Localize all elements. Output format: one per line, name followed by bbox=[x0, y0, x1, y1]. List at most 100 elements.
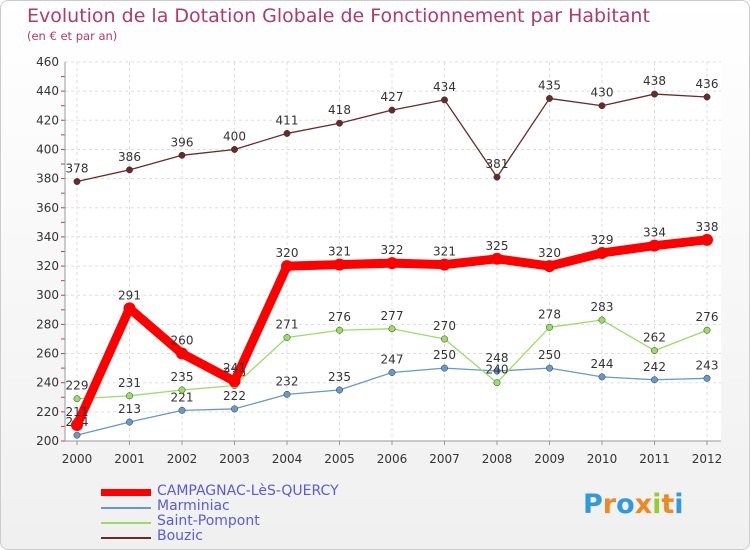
legend-swatch-saint-pompont bbox=[101, 522, 151, 524]
data-point-3 bbox=[126, 166, 133, 174]
y-tick-label: 340 bbox=[36, 230, 59, 244]
data-label-1: 232 bbox=[276, 374, 299, 388]
data-label-1: 221 bbox=[171, 390, 194, 404]
data-label-3: 418 bbox=[328, 103, 351, 117]
data-label-3: 386 bbox=[118, 150, 141, 164]
y-tick-label: 260 bbox=[36, 347, 59, 361]
data-point-3 bbox=[546, 94, 553, 102]
y-tick-label: 360 bbox=[36, 201, 59, 215]
data-label-3: 430 bbox=[591, 86, 614, 100]
data-label-2: 271 bbox=[276, 318, 299, 332]
legend-item-saint-pompont: Saint-Pompont bbox=[101, 513, 401, 530]
data-label-2: 277 bbox=[381, 309, 404, 323]
data-label-2: 276 bbox=[696, 310, 719, 324]
data-point-1 bbox=[546, 364, 553, 372]
data-label-2: 278 bbox=[538, 307, 561, 321]
data-point-0 bbox=[281, 260, 293, 273]
data-label-1: 244 bbox=[591, 357, 614, 371]
data-label-2: 229 bbox=[66, 379, 89, 393]
data-label-1: 250 bbox=[433, 348, 456, 362]
data-point-2 bbox=[493, 379, 501, 387]
data-point-3 bbox=[231, 146, 238, 153]
data-point-1 bbox=[388, 369, 396, 376]
y-tick-label: 240 bbox=[36, 376, 59, 390]
x-tick-label: 2009 bbox=[534, 452, 565, 466]
legend-item-bouzic: Bouzic bbox=[101, 528, 401, 545]
legend-label-saint-pompont: Saint-Pompont bbox=[157, 513, 260, 529]
legend-swatch-bouzic bbox=[101, 537, 151, 539]
x-tick-label: 2010 bbox=[587, 452, 618, 466]
data-label-1: 250 bbox=[538, 348, 561, 362]
data-point-3 bbox=[651, 90, 658, 98]
data-point-2 bbox=[651, 347, 658, 355]
data-label-0: 241 bbox=[223, 361, 246, 375]
data-point-0 bbox=[543, 260, 556, 273]
data-point-3 bbox=[336, 119, 343, 127]
data-point-1 bbox=[598, 373, 606, 381]
y-tick-label: 300 bbox=[36, 288, 59, 302]
y-tick-label: 440 bbox=[36, 84, 59, 98]
data-label-3: 400 bbox=[223, 129, 246, 143]
data-point-1 bbox=[651, 376, 658, 384]
data-point-0 bbox=[71, 418, 83, 431]
legend-item-marminiac: Marminiac bbox=[101, 498, 401, 515]
legend-swatch-marminiac bbox=[101, 507, 151, 509]
x-tick-label: 2003 bbox=[219, 452, 250, 466]
data-point-2 bbox=[441, 335, 448, 343]
data-label-0: 321 bbox=[328, 245, 351, 259]
legend-swatch-campagnac bbox=[101, 489, 151, 496]
x-tick-label: 2006 bbox=[377, 452, 408, 466]
data-label-1: 248 bbox=[486, 351, 509, 365]
logo-letter: r bbox=[602, 489, 617, 520]
data-point-1 bbox=[441, 364, 448, 372]
y-tick-label: 400 bbox=[36, 142, 59, 156]
logo-letter: P bbox=[583, 489, 603, 520]
x-tick-label: 2011 bbox=[639, 452, 670, 466]
data-point-2 bbox=[336, 326, 343, 334]
data-label-3: 436 bbox=[696, 77, 719, 91]
data-point-0 bbox=[596, 246, 608, 259]
data-label-2: 270 bbox=[433, 319, 456, 333]
data-point-0 bbox=[386, 257, 398, 270]
chart-title: Evolution de la Dotation Globale de Fonc… bbox=[27, 5, 650, 27]
data-label-2: 276 bbox=[328, 310, 351, 324]
data-point-0 bbox=[438, 258, 451, 271]
data-point-3 bbox=[703, 93, 711, 101]
data-point-3 bbox=[493, 173, 501, 181]
data-label-0: 291 bbox=[118, 288, 141, 302]
data-point-1 bbox=[336, 386, 343, 394]
data-point-0 bbox=[333, 258, 346, 271]
data-point-2 bbox=[703, 326, 711, 334]
data-label-1: 243 bbox=[696, 358, 719, 372]
data-point-0 bbox=[123, 302, 136, 315]
legend: CAMPAGNAC-LèS-QUERCY Marminiac Saint-Pom… bbox=[101, 483, 401, 545]
proxiti-logo: Proxiti bbox=[583, 489, 684, 520]
data-label-0: 338 bbox=[696, 220, 719, 234]
data-point-2 bbox=[388, 325, 396, 333]
data-point-1 bbox=[73, 431, 81, 439]
data-point-0 bbox=[491, 252, 503, 265]
data-label-3: 434 bbox=[433, 80, 456, 94]
y-tick-label: 200 bbox=[36, 434, 59, 448]
legend-label-marminiac: Marminiac bbox=[157, 498, 230, 514]
data-label-2: 235 bbox=[171, 370, 194, 384]
chart-subtitle: (en € et par an) bbox=[27, 29, 118, 43]
y-tick-label: 320 bbox=[36, 259, 59, 273]
data-label-3: 378 bbox=[66, 162, 89, 176]
data-point-1 bbox=[231, 405, 238, 413]
data-point-0 bbox=[701, 233, 713, 246]
x-tick-label: 2008 bbox=[482, 452, 513, 466]
data-point-2 bbox=[283, 334, 291, 341]
y-tick-label: 280 bbox=[36, 317, 59, 331]
data-label-0: 320 bbox=[276, 246, 299, 260]
data-label-0: 321 bbox=[433, 245, 456, 259]
data-point-2 bbox=[546, 323, 553, 331]
data-point-0 bbox=[228, 375, 241, 388]
data-point-0 bbox=[176, 347, 188, 360]
data-label-0: 320 bbox=[538, 246, 561, 260]
data-label-2: 262 bbox=[643, 331, 666, 345]
x-tick-label: 2002 bbox=[167, 452, 198, 466]
x-tick-label: 2005 bbox=[324, 452, 355, 466]
logo-letter: x bbox=[634, 489, 653, 520]
